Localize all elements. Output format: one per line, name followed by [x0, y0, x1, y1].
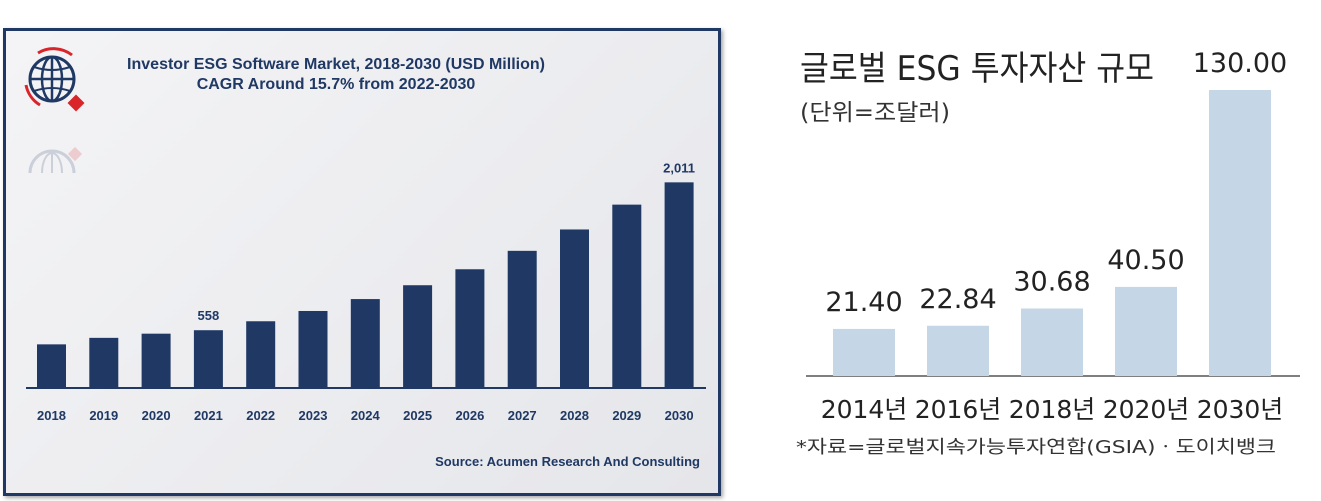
x-tick-label: 2023 — [299, 408, 328, 423]
bar-2021 — [193, 330, 223, 387]
x-tick-label: 2024 — [351, 408, 381, 423]
x-tick-label: 2014년 — [821, 395, 908, 424]
globe-logo-reflection-icon — [28, 146, 83, 174]
bar-2028 — [560, 229, 589, 387]
x-tick-label: 2016년 — [915, 395, 1002, 424]
bar-2014년 — [833, 328, 895, 376]
bar-2026 — [455, 269, 485, 387]
x-tick-label: 2028 — [560, 408, 589, 423]
x-tick-label: 2018년 — [1009, 395, 1096, 424]
x-tick-label: 2021 — [194, 408, 223, 423]
chart-title-main: Investor ESG Software Market, 2018-2030 … — [127, 56, 545, 73]
chart-source: *자료=글로벌지속가능투자연합(GSIA)ㆍ도이치뱅크 — [796, 437, 1276, 458]
x-tick-label: 2027 — [508, 408, 537, 423]
bar-2027 — [507, 250, 537, 387]
data-label: 2,011 — [663, 160, 695, 175]
bar-2018년 — [1021, 308, 1083, 376]
esg-software-chart-panel: Investor ESG Software Market, 2018-2030 … — [3, 28, 721, 496]
x-tick-label: 2029 — [612, 408, 641, 423]
x-tick-label: 2030 — [665, 408, 694, 423]
data-label: 21.40 — [825, 287, 902, 318]
bar-2016년 — [927, 325, 989, 376]
chart-source: Source: Acumen Research And Consulting — [435, 454, 700, 469]
esg-assets-bar-chart: 글로벌 ESG 투자자산 규모 (단위=조달러) *자료=글로벌지속가능투자연합… — [796, 48, 1300, 458]
data-label: 558 — [198, 308, 220, 323]
x-tick-label: 2020년 — [1103, 395, 1190, 424]
chart-title: 글로벌 ESG 투자자산 규모 — [800, 49, 1154, 89]
x-tick-label: 2026 — [455, 408, 484, 423]
x-tick-label: 2019 — [89, 408, 118, 423]
esg-software-bar-chart: 2018 2019 2020 2021 558 2022 2023 2024 2025 2026 2… — [26, 160, 706, 423]
x-tick-label: 2030년 — [1197, 395, 1284, 424]
data-label: 22.84 — [919, 284, 996, 315]
x-tick-label: 2018 — [37, 408, 66, 423]
x-tick-label: 2022 — [246, 408, 275, 423]
data-label: 130.00 — [1193, 48, 1287, 79]
bar-2030년 — [1209, 90, 1271, 376]
bar-2020년 — [1115, 286, 1177, 376]
bar-2025 — [403, 285, 433, 387]
bar-2019 — [89, 337, 119, 387]
chart-title: Investor ESG Software Market, 2018-2030 … — [106, 55, 566, 95]
bar-2020 — [141, 333, 171, 387]
bar-2029 — [612, 204, 642, 387]
x-tick-label: 2025 — [403, 408, 432, 423]
globe-logo-icon — [24, 47, 85, 112]
bar-2018 — [37, 344, 66, 387]
x-tick-label: 2020 — [142, 408, 171, 423]
data-label: 30.68 — [1013, 267, 1090, 298]
chart-unit-subtitle: (단위=조달러) — [800, 100, 950, 126]
bar-2024 — [350, 299, 380, 387]
data-label: 40.50 — [1107, 245, 1184, 276]
bar-2023 — [298, 310, 328, 387]
bar-2030 — [664, 182, 694, 387]
bar-2022 — [246, 321, 276, 387]
chart-subtitle: CAGR Around 15.7% from 2022-2030 — [196, 76, 476, 93]
